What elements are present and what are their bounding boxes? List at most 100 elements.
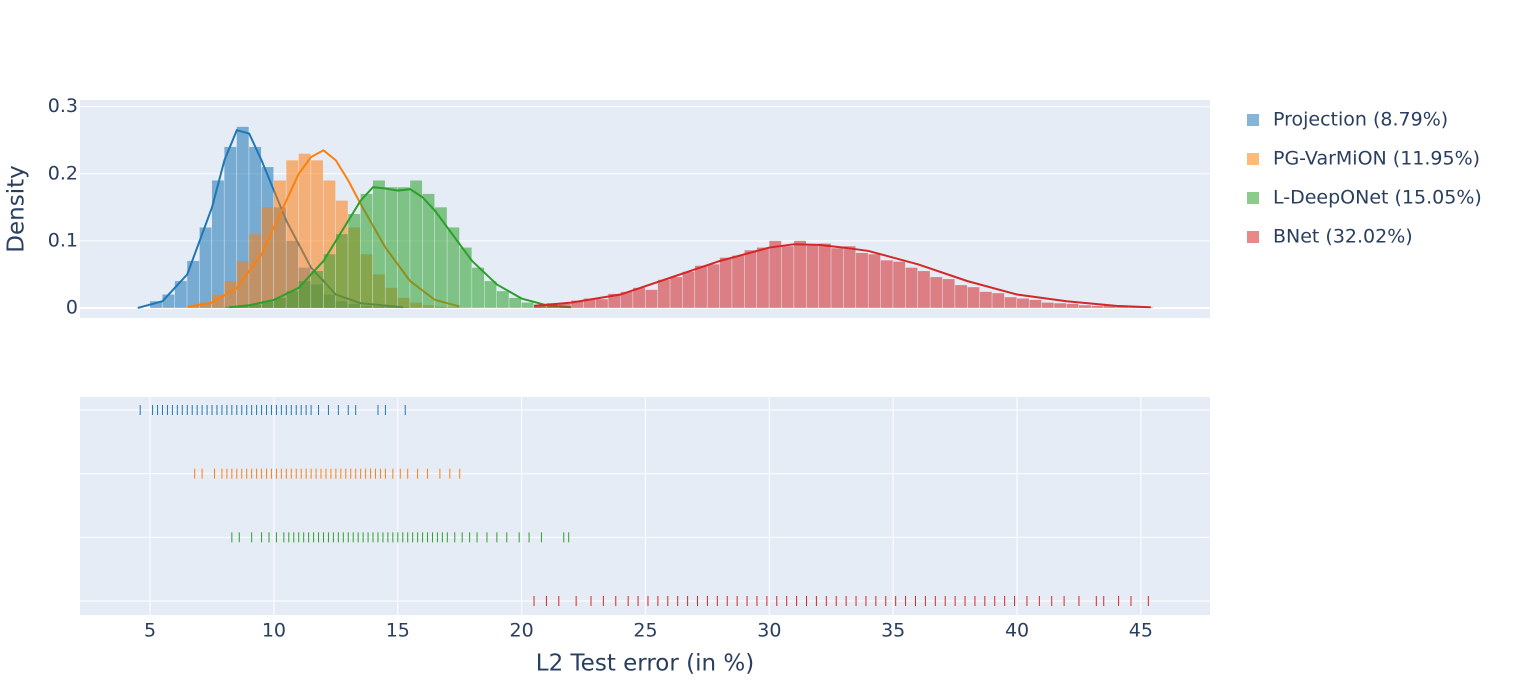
histogram xyxy=(224,180,571,308)
hist-bar xyxy=(360,193,373,308)
hist-bar xyxy=(571,300,584,308)
y-tick-label: 0.1 xyxy=(48,229,78,251)
histogram xyxy=(534,240,1153,308)
hist-bar xyxy=(521,302,534,308)
hist-bar xyxy=(843,246,856,308)
x-tick-label: 40 xyxy=(1005,620,1029,642)
hist-bar xyxy=(682,271,695,308)
legend-label: L-DeepONet (15.05%) xyxy=(1273,187,1482,209)
hist-bar xyxy=(150,301,162,308)
legend-swatch xyxy=(1247,231,1259,243)
hist-bar xyxy=(1091,305,1104,308)
hist-bar xyxy=(917,271,930,308)
x-tick-label: 5 xyxy=(144,620,156,642)
hist-bar xyxy=(459,247,472,308)
hist-bar xyxy=(657,279,670,308)
x-tick-label: 30 xyxy=(757,620,781,642)
kde-line xyxy=(229,186,572,309)
hist-bar xyxy=(893,261,906,308)
hist-bar xyxy=(496,291,509,308)
hist-bar xyxy=(273,297,286,308)
hist-bar xyxy=(286,160,299,308)
hist-bar xyxy=(249,146,262,308)
hist-bar xyxy=(1017,298,1029,308)
x-tick-label: 35 xyxy=(881,620,905,642)
hist-bar xyxy=(162,294,175,308)
hist-bar xyxy=(992,293,1005,308)
hist-bar xyxy=(410,180,423,308)
hist-bar xyxy=(546,303,559,308)
hist-bar xyxy=(472,267,484,308)
hist-bar xyxy=(323,180,336,308)
x-tick-label: 45 xyxy=(1129,620,1153,642)
hist-bar xyxy=(930,277,943,308)
hist-bar xyxy=(1029,299,1042,308)
legend-label: PG-VarMiON (11.95%) xyxy=(1273,148,1480,170)
hist-bar xyxy=(670,277,683,308)
hist-bar xyxy=(1066,303,1079,308)
hist-bar xyxy=(385,187,398,308)
hist-bar xyxy=(608,293,621,308)
hist-bar xyxy=(249,304,262,308)
hist-bar xyxy=(484,281,497,308)
hist-bar xyxy=(174,281,187,308)
hist-bar xyxy=(695,265,707,308)
hist-bar xyxy=(187,260,200,308)
hist-bar xyxy=(1041,302,1054,308)
hist-bar xyxy=(187,305,200,308)
hist-bar xyxy=(298,281,311,308)
hist-bar xyxy=(905,267,918,308)
hist-bar xyxy=(818,243,831,308)
hist-bar xyxy=(447,227,460,308)
hist-bar xyxy=(261,301,274,308)
hist-bar xyxy=(1004,297,1017,308)
hist-bar xyxy=(236,126,249,308)
hist-bar xyxy=(794,240,806,308)
hist-bar xyxy=(583,298,596,308)
hist-bar xyxy=(719,257,732,308)
hist-bar xyxy=(224,146,237,308)
x-tick-label: 20 xyxy=(510,620,534,642)
hist-bar xyxy=(261,207,274,308)
y-tick-label: 0 xyxy=(66,296,78,318)
hist-bar xyxy=(707,264,720,308)
y-tick-label: 0.3 xyxy=(48,95,78,117)
hist-bar xyxy=(806,245,819,308)
hist-bar xyxy=(434,207,447,308)
hist-bar xyxy=(298,153,311,308)
legend-swatch xyxy=(1247,192,1259,204)
hist-bar xyxy=(335,234,348,308)
legend-swatch xyxy=(1247,114,1259,126)
hist-bar xyxy=(212,180,224,308)
hist-bar xyxy=(236,260,249,308)
hist-bar xyxy=(620,291,633,308)
x-tick-label: 25 xyxy=(633,620,657,642)
hist-bar xyxy=(1116,306,1129,308)
hist-bar xyxy=(311,271,323,308)
hist-bar xyxy=(558,303,571,308)
hist-bar xyxy=(199,302,212,308)
hist-bar xyxy=(311,160,323,308)
hist-bar xyxy=(967,287,980,308)
hist-bar xyxy=(1103,305,1116,308)
hist-bar xyxy=(831,248,844,308)
hist-bar xyxy=(979,291,992,308)
hist-bar xyxy=(236,305,249,308)
hist-bar xyxy=(509,297,522,308)
hist-bar xyxy=(868,254,881,308)
hist-bar xyxy=(348,214,361,308)
hist-bar xyxy=(373,180,385,308)
hist-bar xyxy=(595,299,608,308)
hist-bar xyxy=(769,240,782,308)
x-axis-title: L2 Test error (in %) xyxy=(536,651,754,677)
hist-bar xyxy=(645,289,658,308)
hist-bar xyxy=(249,234,262,308)
hist-bar xyxy=(273,180,286,308)
x-tick-label: 15 xyxy=(386,620,410,642)
hist-bar xyxy=(422,193,435,308)
hist-bar xyxy=(534,305,546,308)
hist-bar xyxy=(633,287,645,308)
kde-line xyxy=(533,243,1151,309)
hist-bar xyxy=(1078,305,1091,308)
hist-bar xyxy=(756,247,769,308)
